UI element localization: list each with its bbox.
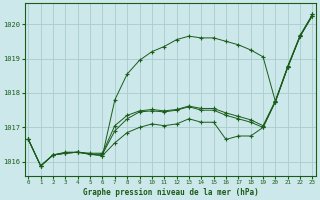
X-axis label: Graphe pression niveau de la mer (hPa): Graphe pression niveau de la mer (hPa) [83, 188, 258, 197]
